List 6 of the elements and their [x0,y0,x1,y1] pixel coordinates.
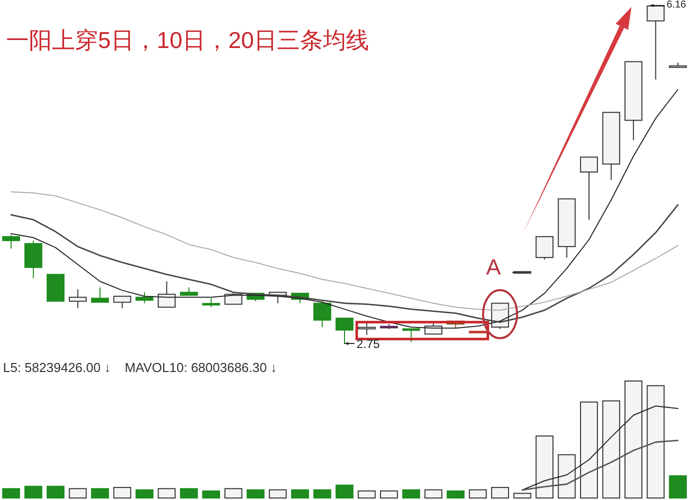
text: 一阳上穿5日，10日，20日三条均线 [6,27,369,53]
text: MAVOL10: 68003686.30 ↓ [124,360,277,375]
annotation: A [486,254,502,280]
text: L5: 58239426.00 ↓ [3,360,111,375]
annotation: 6.16 [666,0,687,10]
annotation: 2.75 [356,337,380,351]
